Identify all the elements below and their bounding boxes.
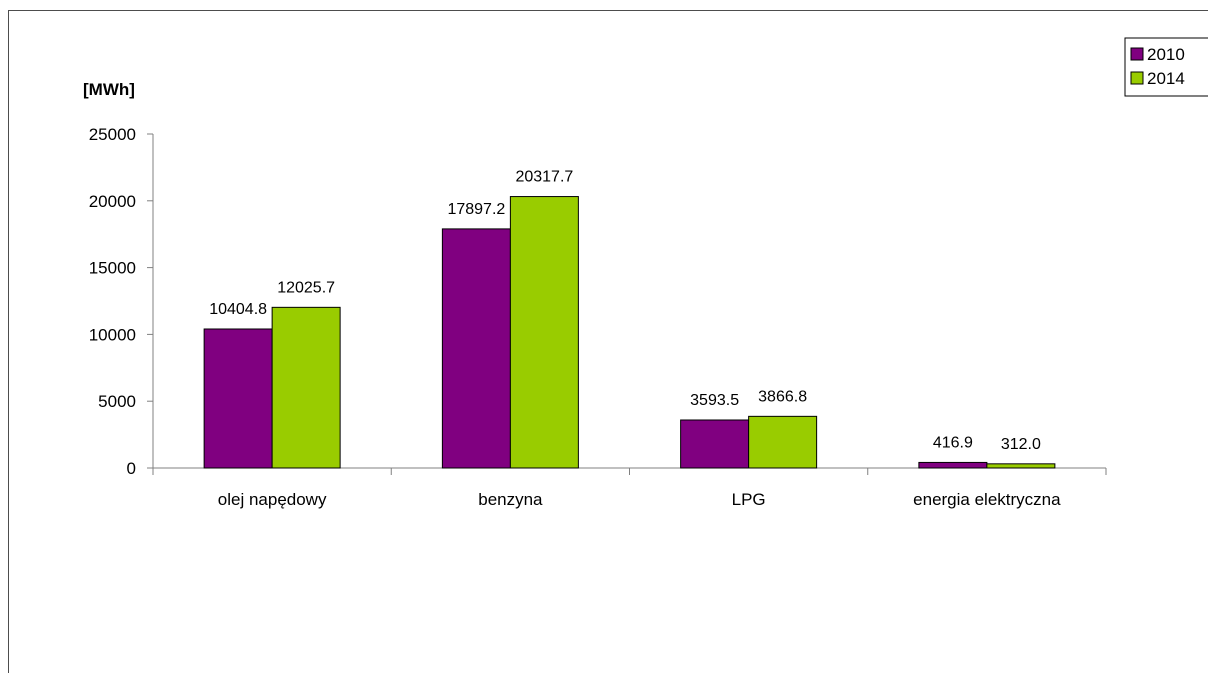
y-tick-label: 15000 bbox=[89, 259, 136, 278]
bar-2014-0 bbox=[271, 306, 341, 469]
data-label: 3866.8 bbox=[758, 388, 807, 405]
legend-swatch bbox=[1130, 47, 1144, 61]
bar-2014-3 bbox=[986, 463, 1056, 469]
legend-swatch bbox=[1130, 71, 1144, 85]
axes: 0 5000 10000 15000 20000 25000 olej napędowy be… bbox=[89, 125, 1107, 509]
data-label: 416.9 bbox=[933, 434, 973, 451]
legend-label: 2014 bbox=[1147, 69, 1185, 88]
data-label: 17897.2 bbox=[447, 201, 505, 218]
data-label: 312.0 bbox=[1001, 436, 1041, 453]
bar-2010-1 bbox=[441, 228, 511, 469]
bar-2010-0 bbox=[203, 328, 273, 469]
y-tick-label: 5000 bbox=[98, 392, 136, 411]
x-category-label: LPG bbox=[732, 490, 766, 509]
bar-2014-2 bbox=[748, 415, 818, 469]
data-label: 20317.7 bbox=[515, 169, 573, 186]
y-tick-label: 0 bbox=[127, 459, 136, 478]
bar-2010-2 bbox=[680, 419, 750, 469]
x-category-label: energia elektryczna bbox=[913, 490, 1061, 509]
x-category-label: olej napędowy bbox=[218, 490, 327, 509]
data-label: 3593.5 bbox=[690, 392, 739, 409]
legend: 2010 2014 bbox=[1124, 37, 1208, 97]
y-tick-label: 10000 bbox=[89, 325, 136, 344]
data-label: 10404.8 bbox=[209, 301, 267, 318]
x-category-label: benzyna bbox=[478, 490, 543, 509]
chart-frame: 0 5000 10000 15000 20000 25000 olej napędowy be… bbox=[8, 10, 1208, 673]
legend-label: 2010 bbox=[1147, 45, 1185, 64]
bar-2014-1 bbox=[509, 196, 579, 469]
bar-chart: 0 5000 10000 15000 20000 25000 olej napędowy be… bbox=[83, 37, 1208, 509]
bar-2010-3 bbox=[918, 461, 988, 469]
data-labels: 10404.8 17897.2 3593.5 416.9 12025.7 20317.7 3… bbox=[209, 169, 1041, 453]
data-label: 12025.7 bbox=[277, 279, 335, 296]
y-tick-label: 25000 bbox=[89, 125, 136, 144]
y-unit-label: [MWh] bbox=[83, 80, 135, 99]
y-tick-label: 20000 bbox=[89, 192, 136, 211]
bars bbox=[203, 196, 1056, 469]
